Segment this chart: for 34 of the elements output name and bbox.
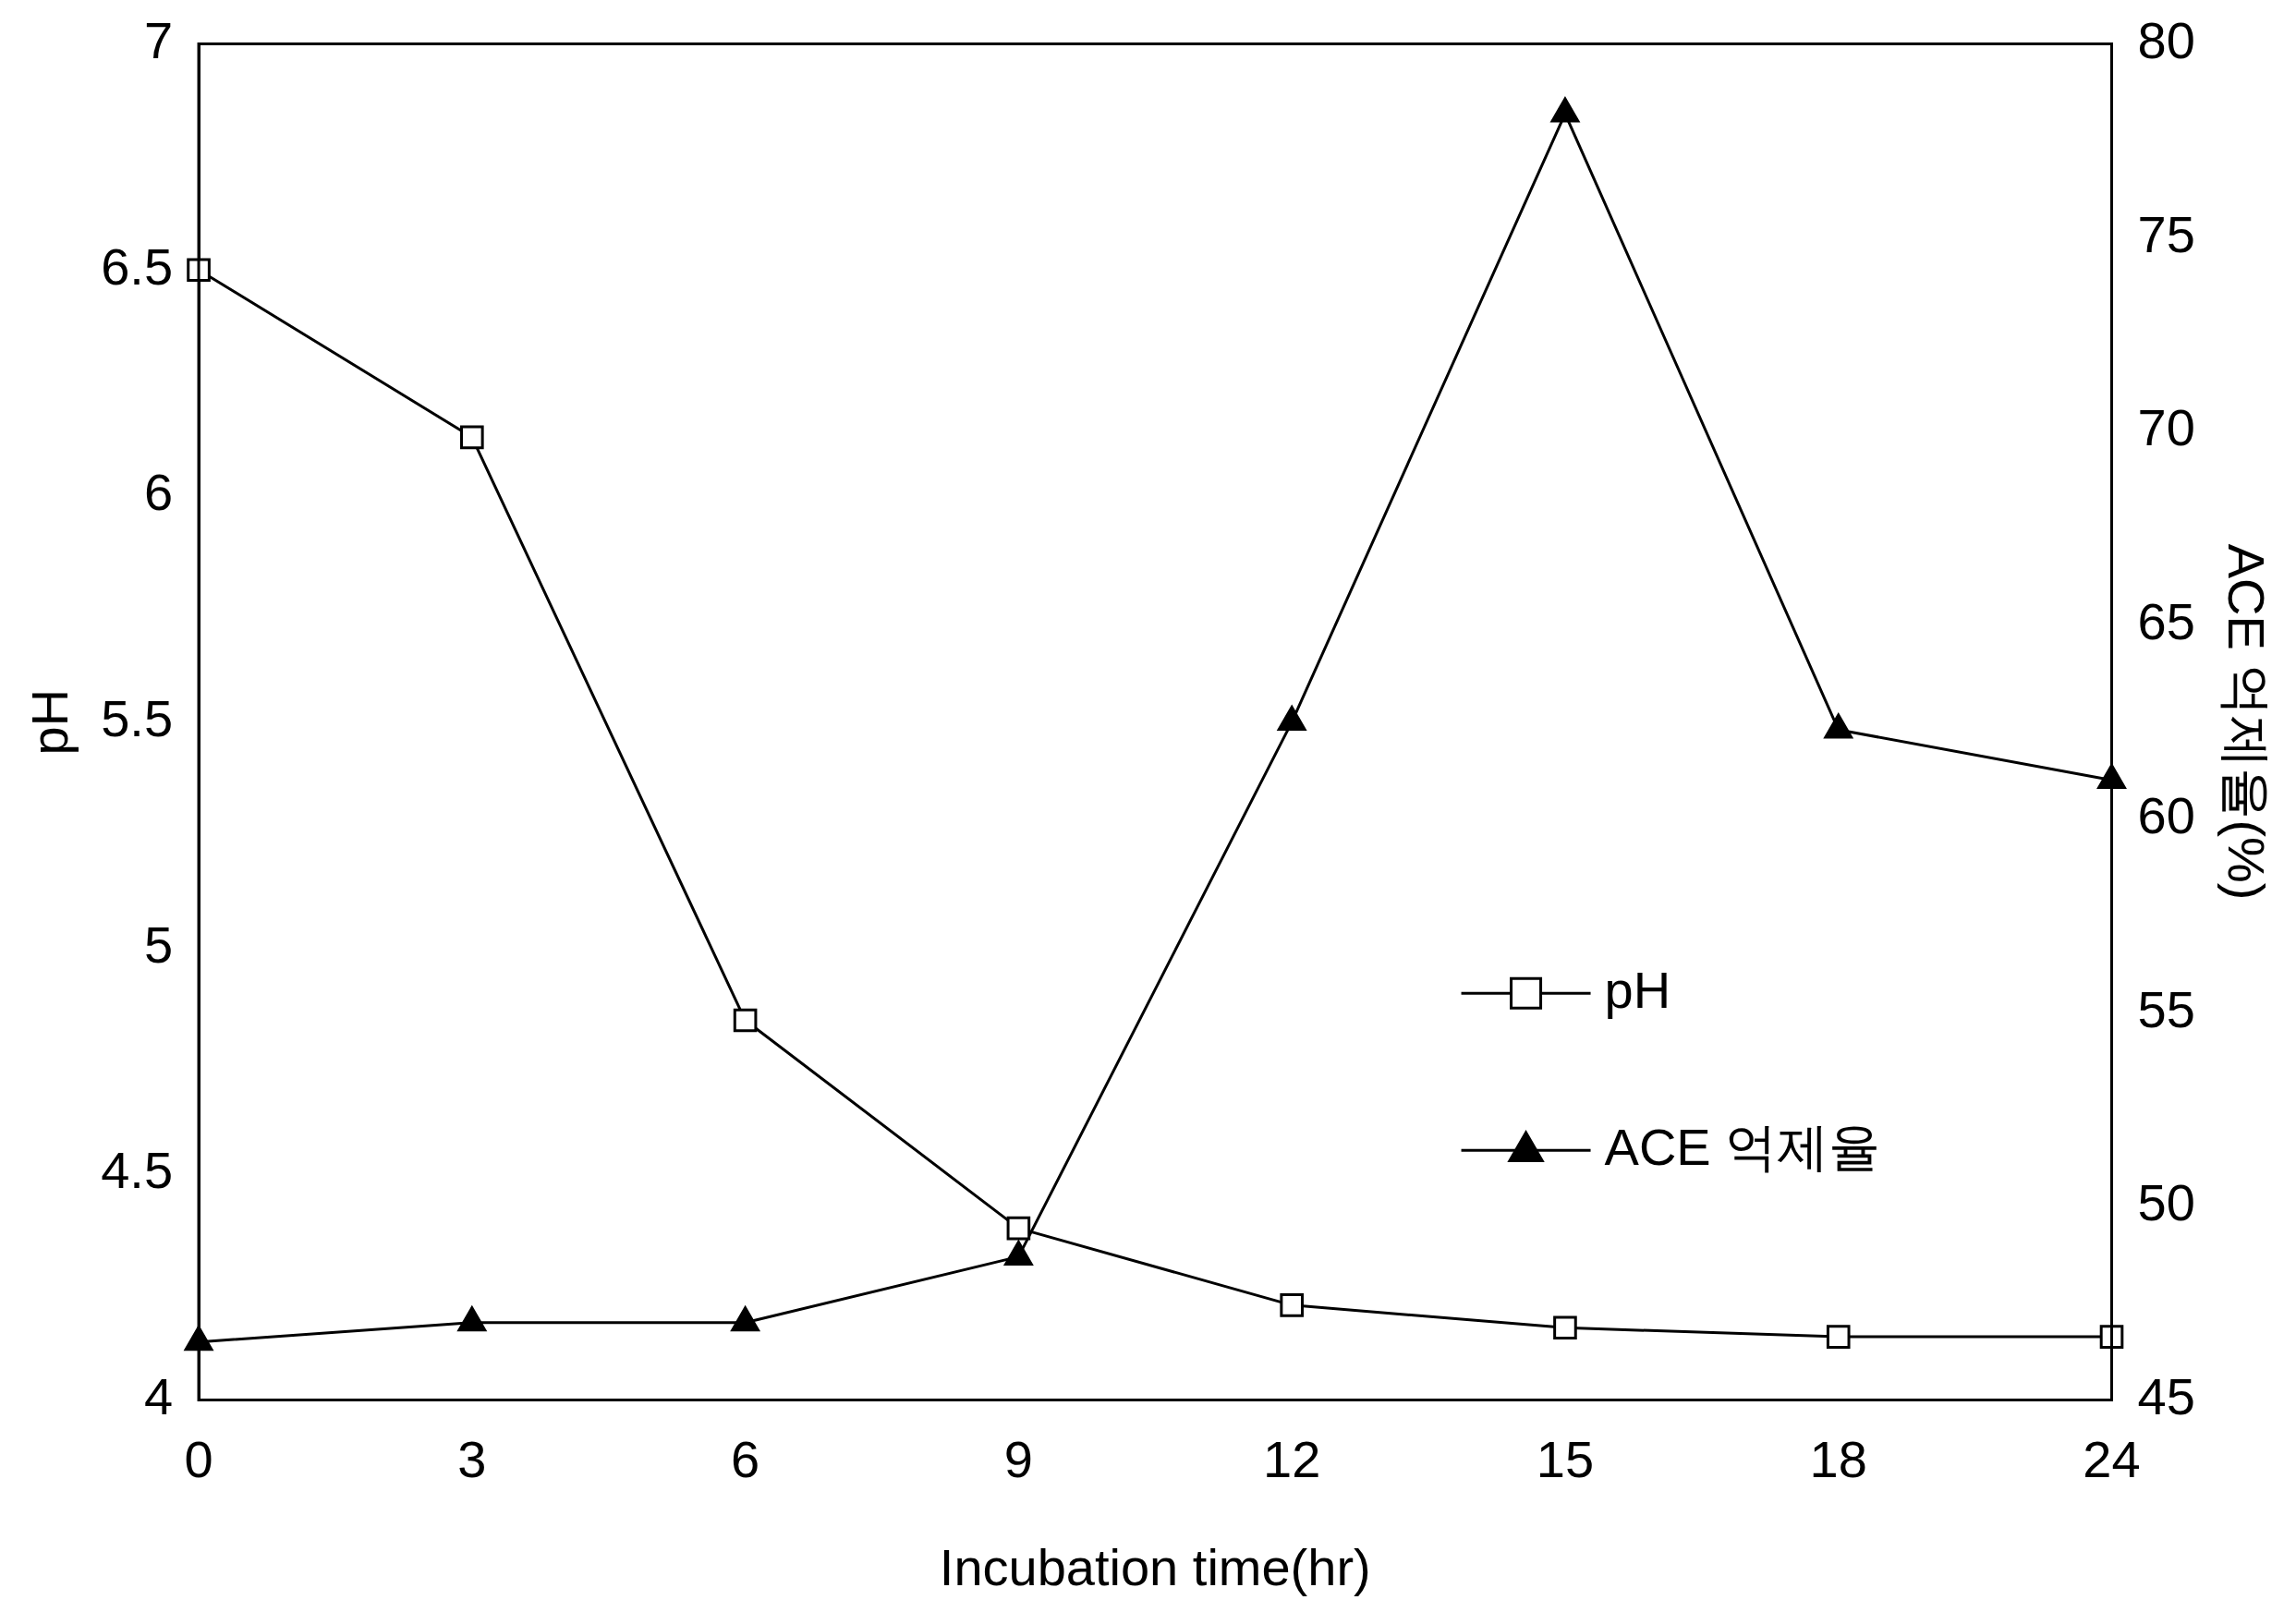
- y2-tick-label: 50: [2137, 1173, 2195, 1232]
- y2-axis-title: ACE 억제율(%): [2217, 543, 2276, 901]
- point: [1824, 713, 1853, 739]
- point: [457, 1306, 487, 1332]
- y-tick-label: 6: [143, 463, 174, 522]
- y2-tick-label: 65: [2137, 592, 2195, 651]
- legend-label: ACE 억제율: [1604, 1117, 1881, 1176]
- y-axis-title: pH: [20, 688, 79, 756]
- y2-tick-label: 45: [2137, 1367, 2195, 1426]
- x-tick-label: 18: [1809, 1429, 1867, 1488]
- y-tick-label: 6.5: [101, 236, 174, 296]
- x-tick-label: 15: [1536, 1429, 1595, 1488]
- y2-tick-label: 80: [2137, 11, 2195, 70]
- point: [1550, 97, 1580, 123]
- legend-label: pH: [1604, 960, 1671, 1019]
- y-tick-label: 4.5: [101, 1141, 174, 1200]
- y-tick-label: 5.5: [101, 689, 174, 748]
- x-axis-title: Incubation time(hr): [939, 1537, 1371, 1596]
- point: [1277, 706, 1306, 732]
- y2-tick-label: 55: [2137, 979, 2195, 1038]
- x-tick-label: 24: [2083, 1429, 2141, 1488]
- x-tick-label: 0: [184, 1429, 213, 1488]
- x-tick-label: 6: [731, 1429, 760, 1488]
- y-tick-label: 5: [143, 915, 174, 974]
- x-tick-label: 3: [457, 1429, 487, 1488]
- point: [1004, 1240, 1033, 1266]
- point: [731, 1306, 759, 1332]
- y2-tick-label: 60: [2137, 785, 2195, 844]
- y2-tick-label: 75: [2137, 204, 2195, 263]
- x-tick-label: 9: [1003, 1429, 1033, 1488]
- y-tick-label: 4: [143, 1367, 174, 1426]
- y2-tick-label: 70: [2137, 398, 2195, 457]
- y-tick-label: 7: [143, 11, 174, 70]
- x-tick-label: 12: [1263, 1429, 1321, 1488]
